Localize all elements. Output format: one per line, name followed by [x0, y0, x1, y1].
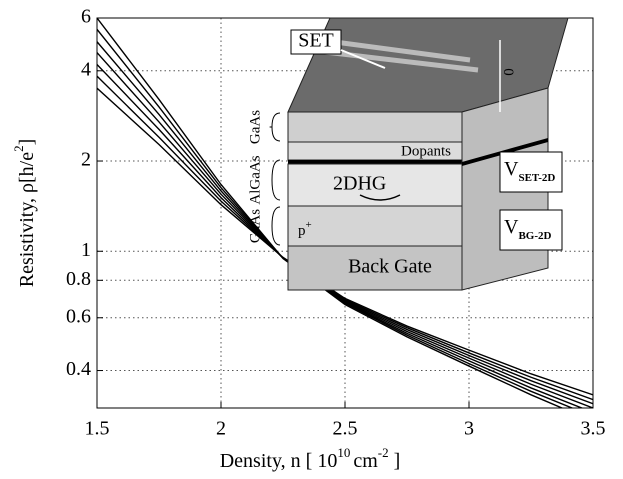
data-line — [97, 41, 584, 408]
inset-schematic: SET 0 GaAs AlGaAs GaAs p+ Back Gate 2DHG… — [247, 17, 569, 291]
y-tick-label: 2 — [81, 149, 91, 171]
hole-gas — [288, 160, 462, 164]
x-label-part: Density, n [ 10 — [220, 450, 338, 472]
brace — [269, 112, 281, 142]
y-tick-label: 1 — [81, 239, 91, 261]
p-plus-label: p+ — [298, 219, 312, 240]
twodhg-label: 2DHG — [333, 173, 386, 195]
x-label-exp: -2 — [378, 445, 389, 460]
gaas-lower — [287, 205, 463, 247]
brace — [271, 206, 281, 246]
plus-label: + — [306, 219, 312, 231]
layer-label: AlGaAs — [247, 155, 263, 204]
y-tick-label: 0.8 — [66, 268, 91, 290]
y-axis-label: Resistivity, ρ[h/e2] — [11, 139, 38, 288]
back-gate-layer — [287, 245, 463, 291]
set-arrow — [340, 49, 386, 69]
v-set-label: VSET-2D — [504, 158, 555, 184]
v-set-box — [499, 151, 563, 193]
y-label-part: Resistivity, ρ[h/e — [16, 152, 38, 287]
layer-label: GaAs — [247, 209, 263, 243]
x-axis-label: Density, n [ 1010 cm-2 ] — [220, 445, 401, 472]
data-line — [97, 52, 593, 408]
x-label-part: cm — [353, 450, 378, 472]
y-tick-label: 4 — [81, 58, 91, 80]
v-subscript: SET-2D — [518, 172, 555, 184]
data-line — [97, 87, 593, 396]
z-label: 0 — [501, 68, 517, 76]
set-leads — [319, 37, 479, 73]
v-label: V — [504, 158, 519, 180]
data-line — [97, 75, 593, 401]
data-line — [97, 18, 564, 408]
y-tick-label: 0.6 — [66, 305, 91, 327]
x-tick-label: 1.5 — [85, 418, 110, 440]
x-tick-label: 3.5 — [581, 418, 606, 440]
brace — [271, 159, 281, 201]
x-label-exp: 10 — [337, 445, 350, 460]
x-tick-label: 3 — [464, 418, 474, 440]
y-tick-label: 0.4 — [66, 358, 91, 380]
layer-label: GaAs — [247, 110, 263, 144]
twodhg-arrow — [359, 194, 401, 201]
data-line — [97, 28, 574, 408]
y-tick-label: 6 — [81, 6, 91, 28]
x-tick-label: 2.5 — [333, 418, 358, 440]
p-label: p — [298, 223, 306, 239]
y-label-exp: 2 — [11, 145, 26, 152]
dopants-label: Dopants — [401, 143, 451, 159]
v-subscript: BG-2D — [518, 230, 551, 242]
x-label-part: ] — [389, 450, 401, 472]
back-gate-label: Back Gate — [348, 256, 432, 278]
v-bg-box — [499, 209, 563, 251]
y-label-part: ] — [16, 139, 38, 146]
data-line — [97, 63, 593, 405]
dopant-layer — [287, 111, 463, 143]
v-label: V — [504, 216, 519, 238]
set-label: SET — [298, 30, 334, 52]
set-box — [290, 29, 342, 55]
x-tick-label: 2 — [216, 418, 226, 440]
v-bg-label: VBG-2D — [504, 216, 552, 242]
